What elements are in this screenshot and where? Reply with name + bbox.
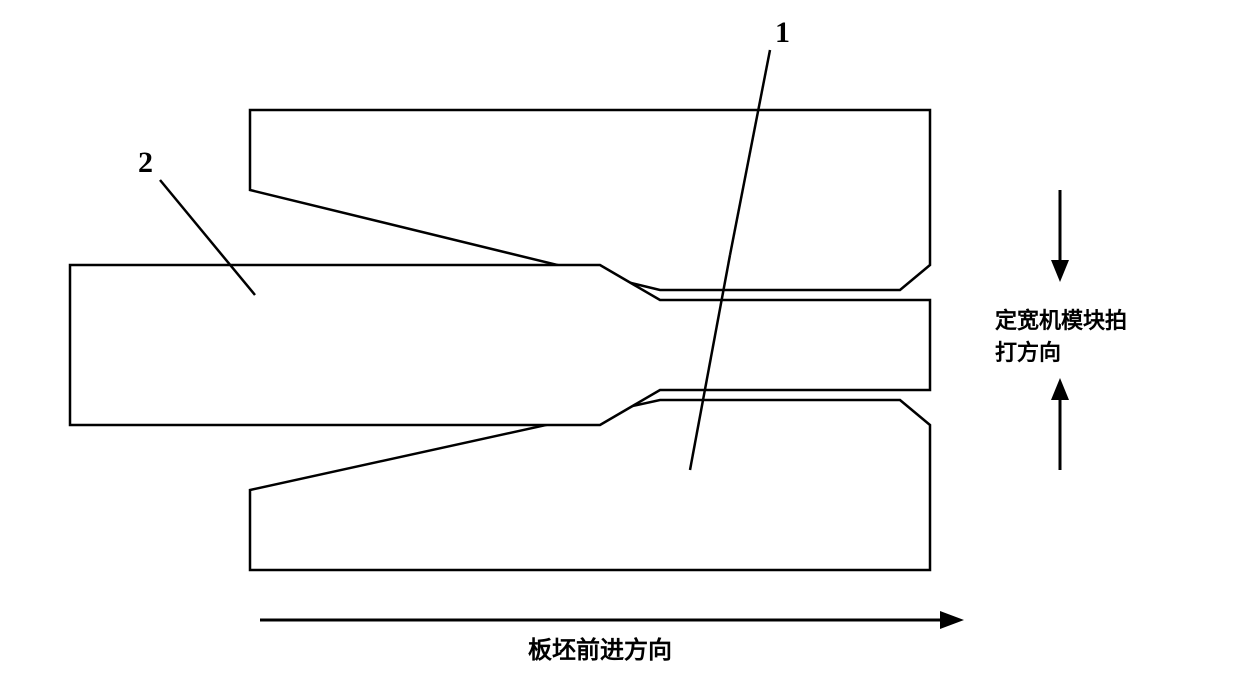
- horizontal-arrow-head: [940, 611, 964, 629]
- sizing-press-diagram: 1 2 板坯前进方向 定宽机模块拍 打方向: [0, 0, 1240, 689]
- vertical-arrow-label-line2: 打方向: [995, 340, 1061, 365]
- callout-label-1: 1: [775, 16, 790, 49]
- vertical-arrow-bottom-head: [1051, 378, 1069, 400]
- upper-die-module: [250, 110, 930, 290]
- vertical-arrow-top-head: [1051, 260, 1069, 282]
- callout-label-2: 2: [138, 146, 153, 179]
- vertical-arrow-label-line1: 定宽机模块拍: [995, 308, 1127, 333]
- horizontal-arrow-label: 板坯前进方向: [528, 636, 672, 664]
